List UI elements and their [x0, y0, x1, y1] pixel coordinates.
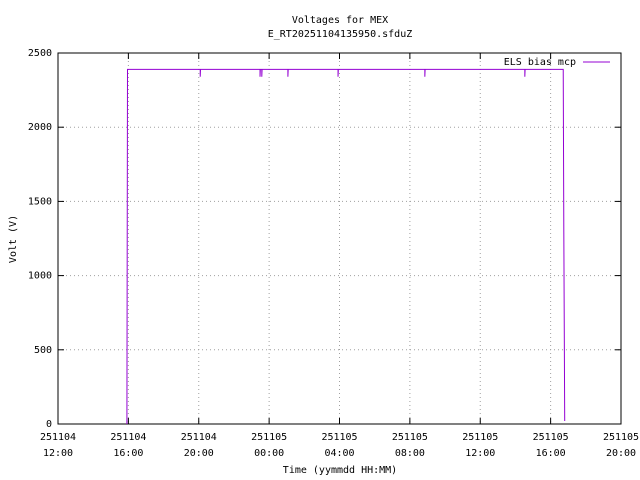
y-tick-label: 2500	[28, 48, 52, 59]
y-axis-label: Volt (V)	[8, 215, 19, 263]
x-tick-label: 251105 20:00	[603, 432, 639, 459]
y-tick-label: 0	[46, 419, 52, 430]
x-tick-label: 251104 20:00	[181, 432, 217, 459]
x-tick-label: 251105 16:00	[533, 432, 569, 459]
plot-border	[57, 52, 622, 425]
x-tick-label: 251105 00:00	[251, 432, 287, 459]
y-tick-label: 500	[34, 345, 52, 356]
data-line	[126, 68, 566, 425]
y-tick-label: 2000	[28, 122, 52, 133]
x-tick-label: 251105 12:00	[462, 432, 498, 459]
x-tick-label: 251104 16:00	[110, 432, 146, 459]
x-tick-label: 251105 08:00	[392, 432, 428, 459]
x-axis-label: Time (yymmdd HH:MM)	[283, 465, 397, 476]
y-tick-label: 1500	[28, 196, 52, 207]
legend-label: ELS bias mcp	[504, 57, 576, 68]
chart-subtitle: E_RT20251104135950.sfduZ	[268, 29, 413, 40]
y-tick-label: 1000	[28, 271, 52, 282]
x-tick-label: 251104 12:00	[40, 432, 76, 459]
x-tick-label: 251105 04:00	[321, 432, 357, 459]
chart-title: Voltages for MEX	[292, 15, 388, 26]
